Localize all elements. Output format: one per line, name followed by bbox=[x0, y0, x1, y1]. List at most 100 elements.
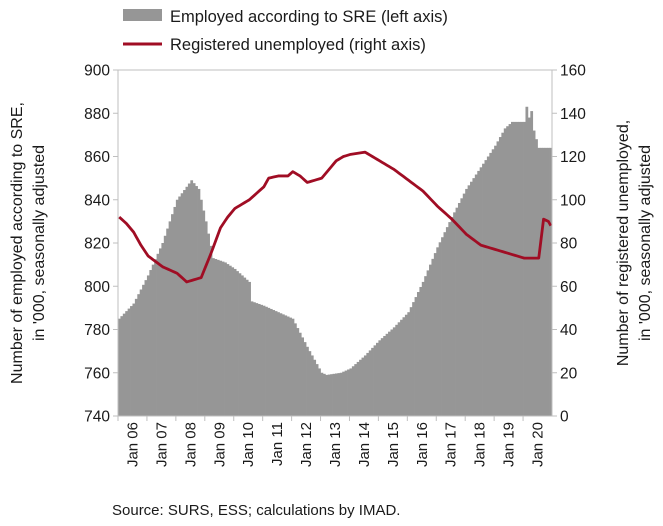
right-axis: 0 20 40 60 80 100 120 140 160 bbox=[552, 63, 586, 426]
x-tick-label: Jan 13 bbox=[327, 422, 344, 467]
employed-bar bbox=[137, 294, 141, 416]
right-tick-label: 120 bbox=[560, 149, 586, 166]
left-tick-label: 840 bbox=[84, 192, 110, 209]
employed-bar bbox=[233, 268, 237, 416]
right-tick-label: 40 bbox=[560, 322, 578, 339]
right-tick-label: 60 bbox=[560, 279, 578, 296]
employed-bar bbox=[325, 374, 329, 416]
employed-bar bbox=[303, 342, 307, 416]
employed-bar bbox=[125, 311, 128, 416]
employed-bar bbox=[438, 242, 442, 416]
employed-bar bbox=[448, 222, 452, 416]
employed-bar bbox=[409, 307, 413, 416]
left-tick-label: 780 bbox=[84, 322, 110, 339]
employed-bar bbox=[530, 111, 534, 416]
employed-bar bbox=[335, 373, 338, 416]
employed-bar bbox=[180, 193, 184, 416]
x-axis: Jan 06 Jan 07 Jan 08 Jan 09 Jan 10 Jan 11 Jan … bbox=[117, 416, 547, 467]
employed-bar bbox=[185, 186, 189, 416]
employed-bar bbox=[245, 279, 249, 416]
employed-bar bbox=[250, 301, 254, 416]
employed-bar bbox=[479, 167, 483, 416]
employed-bar bbox=[412, 302, 415, 416]
employed-bar bbox=[342, 371, 345, 416]
left-tick-label: 900 bbox=[84, 63, 110, 80]
employed-bar bbox=[402, 317, 406, 416]
employed-bar bbox=[236, 271, 239, 416]
employed-bar bbox=[366, 352, 370, 416]
employed-bar bbox=[484, 160, 488, 416]
employed-bar bbox=[332, 373, 336, 416]
employed-bar bbox=[161, 243, 165, 416]
employed-bar bbox=[359, 359, 362, 416]
employed-bar bbox=[132, 303, 136, 416]
employed-bar bbox=[277, 312, 280, 416]
x-tick-label: Jan 16 bbox=[414, 422, 431, 467]
employed-bar bbox=[149, 270, 153, 416]
employed-bar bbox=[173, 206, 177, 416]
employed-bar bbox=[158, 248, 162, 416]
employed-bar bbox=[216, 259, 220, 416]
left-tick-label: 820 bbox=[84, 236, 110, 253]
left-tick-label: 760 bbox=[84, 365, 110, 382]
x-tick-label: Jan 11 bbox=[269, 422, 286, 466]
employed-bar bbox=[118, 318, 121, 416]
employed-bar bbox=[144, 280, 148, 416]
source-note: Source: SURS, ESS; calculations by IMAD. bbox=[112, 502, 400, 519]
x-tick-label: Jan 10 bbox=[240, 422, 257, 467]
employed-bar bbox=[445, 227, 449, 416]
employed-bar bbox=[146, 275, 150, 416]
x-tick-label: Jan 17 bbox=[443, 422, 460, 467]
employed-bar bbox=[142, 284, 145, 416]
right-tick-label: 100 bbox=[560, 192, 586, 209]
employed-bar bbox=[347, 369, 350, 416]
employed-bar bbox=[349, 368, 353, 416]
employed-bar bbox=[224, 262, 227, 416]
employed-bar bbox=[474, 174, 478, 416]
employed-bar bbox=[231, 267, 235, 416]
employed-bar bbox=[532, 130, 536, 417]
employed-bar bbox=[257, 303, 261, 416]
employed-bar bbox=[375, 342, 379, 416]
employed-bar bbox=[214, 259, 218, 416]
x-tick-label: Jan 14 bbox=[356, 422, 373, 467]
unemployed-line-layer bbox=[118, 150, 553, 284]
employed-bar bbox=[168, 221, 172, 417]
x-tick-label: Jan 15 bbox=[385, 422, 402, 467]
employed-bar bbox=[385, 333, 389, 416]
employed-bar bbox=[240, 275, 244, 416]
employed-bar bbox=[195, 186, 198, 416]
employed-bar bbox=[130, 306, 133, 416]
employed-bar bbox=[183, 190, 186, 416]
employed-bar bbox=[344, 370, 348, 416]
employed-bar bbox=[286, 316, 290, 416]
employed-bar bbox=[243, 277, 247, 416]
employed-bar bbox=[513, 121, 517, 417]
employed-bar bbox=[397, 322, 401, 416]
employed-bar bbox=[467, 185, 471, 416]
employed-bar bbox=[327, 374, 331, 416]
employed-bar bbox=[204, 221, 208, 417]
employed-bar bbox=[356, 361, 360, 416]
right-tick-label: 160 bbox=[560, 63, 586, 80]
legend-label-unemployed: Registered unemployed (right axis) bbox=[170, 36, 426, 54]
employed-bar bbox=[238, 273, 242, 416]
employed-bar bbox=[455, 207, 459, 416]
employed-bar bbox=[192, 183, 196, 416]
employed-bar bbox=[416, 292, 420, 416]
employed-bar bbox=[279, 313, 283, 416]
employed-bar bbox=[306, 346, 309, 416]
unemployed-line bbox=[118, 150, 553, 284]
employed-bar bbox=[498, 137, 502, 417]
employed-bar bbox=[122, 313, 126, 416]
employed-bar bbox=[460, 198, 464, 416]
employed-bar bbox=[426, 270, 430, 416]
employed-bar bbox=[197, 188, 201, 416]
left-axis-title-line2: in '000, seasonally adjusted bbox=[31, 145, 48, 341]
legend: Employed according to SRE (left axis) Re… bbox=[123, 8, 448, 54]
employed-bar bbox=[501, 132, 505, 416]
employed-bar bbox=[294, 323, 297, 416]
employed-bar bbox=[419, 286, 423, 416]
employed-bar bbox=[313, 359, 317, 416]
left-tick-label: 880 bbox=[84, 106, 110, 123]
